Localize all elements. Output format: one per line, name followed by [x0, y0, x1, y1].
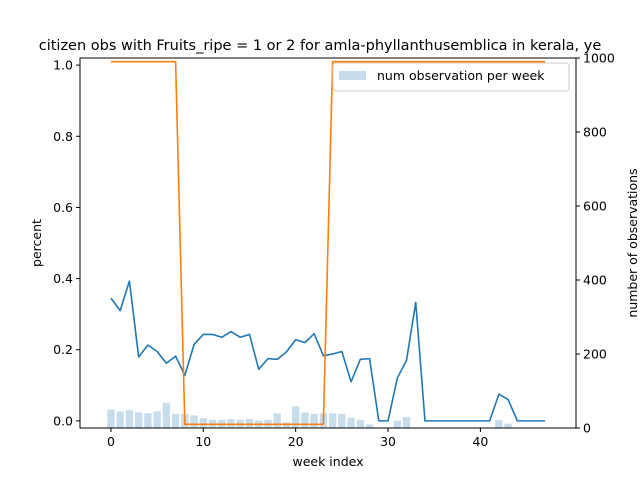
x-tick-label: 20 [288, 434, 304, 449]
bar-week-10 [199, 418, 207, 428]
bar-week-42 [495, 419, 503, 428]
y2-axis-label: number of observations [625, 168, 640, 317]
bar-week-4 [144, 413, 152, 428]
x-tick-label: 30 [380, 434, 396, 449]
observation-bars [107, 402, 512, 428]
chart-title: citizen obs with Fruits_ripe = 1 or 2 fo… [39, 38, 602, 54]
y-tick-label: 0.8 [53, 129, 73, 144]
legend: num observation per week [332, 62, 570, 92]
x-tick-label: 0 [107, 434, 115, 449]
bar-week-9 [190, 415, 198, 428]
bar-week-6 [162, 402, 171, 428]
legend-label-bars: num observation per week [377, 68, 545, 83]
bar-week-1 [116, 411, 124, 428]
y2-tick-label: 1000 [583, 51, 615, 66]
bar-week-32 [402, 416, 411, 428]
y2-tick-label: 800 [583, 125, 607, 140]
y-tick-label: 0.2 [53, 342, 73, 357]
bar-week-3 [134, 412, 143, 428]
bar-week-19 [282, 422, 291, 428]
bar-week-43 [504, 423, 512, 428]
axes-frame [79, 57, 577, 429]
bar-week-22 [310, 413, 318, 428]
y-axis-label: percent [29, 219, 44, 267]
bar-week-18 [273, 413, 281, 428]
threshold-line [110, 60, 546, 426]
bar-week-31 [393, 420, 401, 428]
x-axis-label: week index [292, 454, 363, 469]
y-tick-label: 0.4 [53, 271, 73, 286]
y-tick-label: 1.0 [53, 58, 73, 73]
y-tick-label: 0.6 [53, 200, 73, 215]
y-ticks-right: 0 200 400 600 800 1000 [576, 51, 615, 436]
x-tick-label: 10 [195, 434, 211, 449]
bar-week-0 [107, 409, 115, 428]
legend-swatch-bars [339, 71, 366, 80]
bar-week-7 [171, 413, 180, 428]
bar-week-28 [365, 424, 374, 428]
bar-week-24 [328, 413, 337, 428]
bar-week-25 [338, 413, 346, 428]
bar-week-2 [125, 410, 134, 428]
y2-tick-label: 0 [583, 421, 591, 436]
bar-week-21 [301, 412, 309, 428]
bar-week-26 [347, 417, 355, 428]
bar-week-5 [153, 411, 161, 428]
y-tick-label: 0.0 [53, 413, 73, 428]
bar-week-20 [291, 406, 300, 428]
y2-tick-label: 200 [583, 347, 607, 362]
legend-box [332, 62, 570, 92]
y-ticks-left: 0.0 0.2 0.4 0.6 0.8 1.0 [53, 58, 80, 428]
x-tick-label: 40 [472, 434, 488, 449]
bar-week-27 [356, 419, 365, 428]
x-ticks: 0 10 20 30 40 [107, 428, 488, 449]
series-lines [110, 60, 546, 426]
y2-tick-label: 400 [583, 273, 607, 288]
y2-tick-label: 600 [583, 199, 607, 214]
